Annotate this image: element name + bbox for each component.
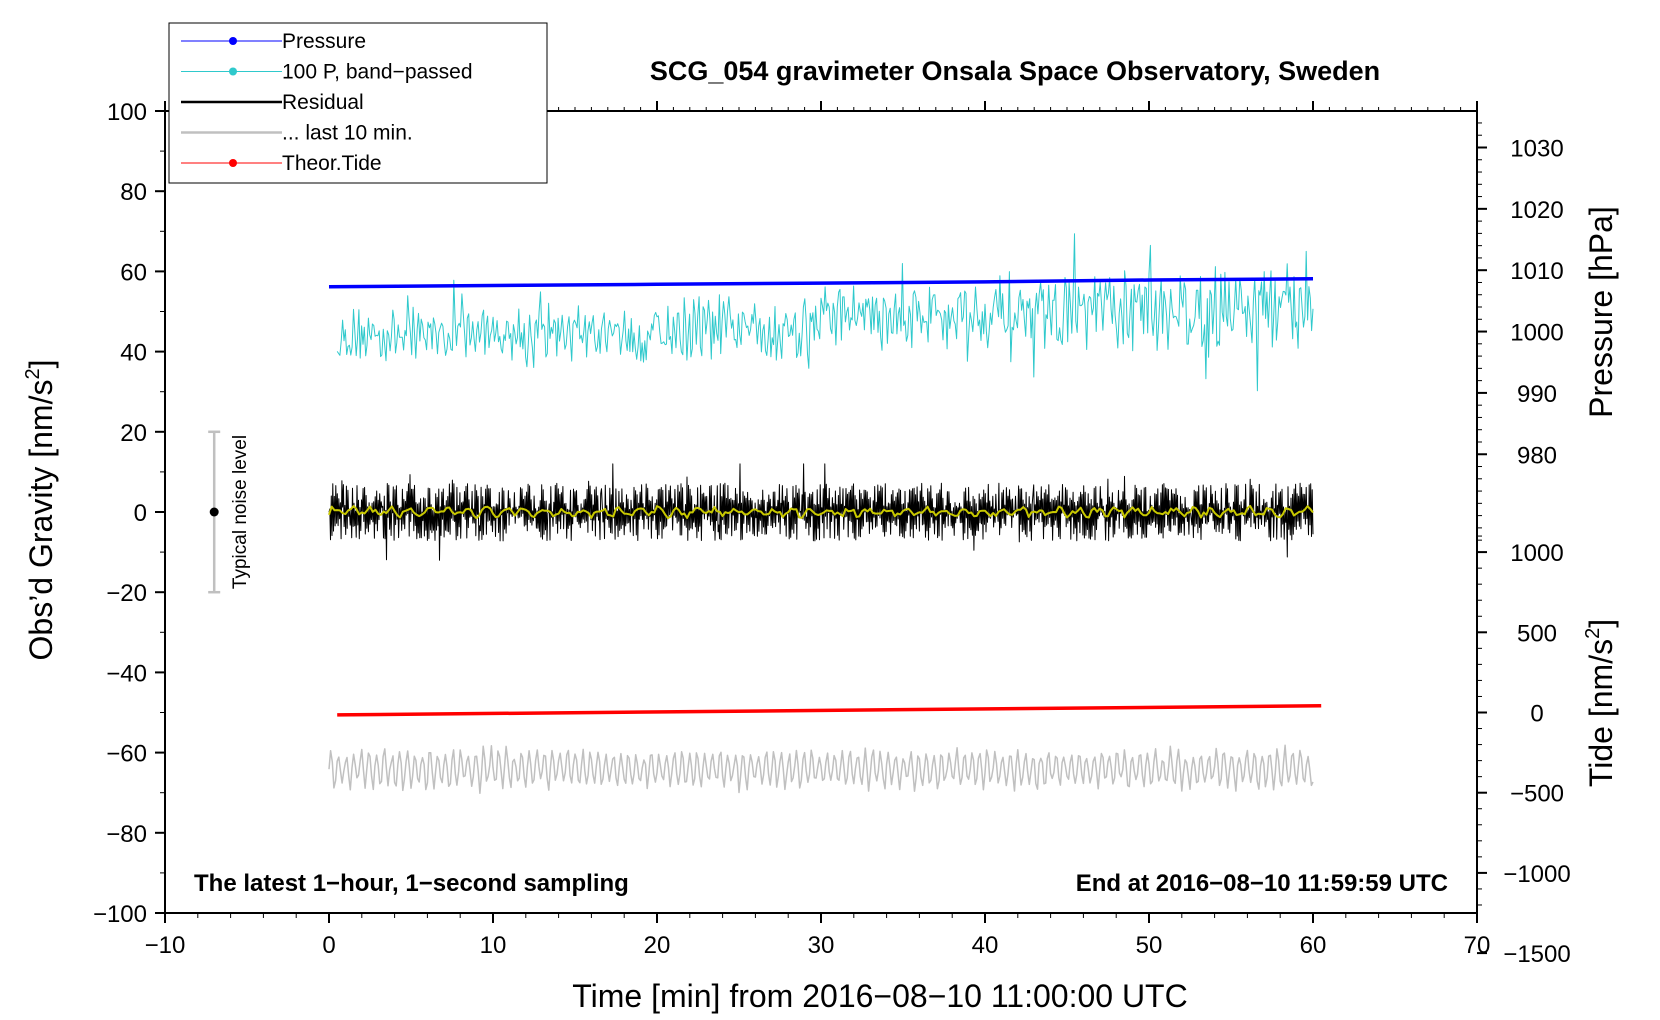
x-tick-label: 10	[480, 932, 507, 959]
legend-item: Pressure	[181, 30, 366, 53]
legend-item: Residual	[181, 91, 364, 114]
tide-tick-label: −1000	[1503, 861, 1570, 888]
y-axis-title-tide: Tide [nm/s2]	[1582, 619, 1619, 787]
y-tick-label: 40	[120, 340, 147, 367]
y-axis-title-left-sup: 2	[22, 368, 44, 379]
y-axis-title-left-text: Obs’d Gravity [nm/s	[23, 380, 59, 661]
tide-tick-label: −500	[1510, 781, 1564, 808]
series-smoothed-residual	[328, 504, 1314, 520]
plot-data-area	[328, 233, 1322, 795]
tide-tick-label: 500	[1517, 620, 1557, 647]
legend-item: ... last 10 min.	[181, 122, 413, 145]
legend-swatch-marker	[229, 37, 237, 45]
tide-tick-label: −1500	[1503, 941, 1570, 968]
noise-bar-label: Typical noise level	[230, 435, 251, 589]
x-tick-label: 60	[1300, 932, 1327, 959]
series-theor-tide	[337, 704, 1322, 717]
chart-title: SCG_054 gravimeter Onsala Space Observat…	[650, 56, 1380, 86]
legend-swatch-marker	[229, 67, 237, 76]
x-tick-label: 20	[644, 932, 671, 959]
legend-swatch-marker	[229, 159, 237, 167]
y-axis-title-tide-close: ]	[1583, 619, 1619, 628]
y-axis-title-tide-sup: 2	[1582, 628, 1604, 639]
pressure-tick-label: 1030	[1510, 135, 1563, 162]
pressure-tick-label: 1000	[1510, 320, 1563, 347]
x-axis-title: Time [min] from 2016−08−10 11:00:00 UTC	[572, 978, 1187, 1014]
pressure-tick-label: 1010	[1510, 258, 1563, 285]
x-tick-label: 50	[1136, 932, 1163, 959]
tide-tick-label: 1000	[1510, 540, 1563, 567]
annotation-right: End at 2016−08−10 11:59:59 UTC	[1076, 870, 1448, 897]
legend-label: Theor.Tide	[282, 152, 382, 175]
tide-tick-label: 0	[1530, 701, 1543, 728]
y-axis-title-left-close: ]	[23, 360, 59, 369]
legend-label: Residual	[282, 91, 364, 114]
series-pressure	[328, 277, 1314, 289]
x-tick-label: 70	[1464, 932, 1491, 959]
y-tick-label: 20	[120, 420, 147, 447]
legend-item: 100 P, band−passed	[181, 61, 473, 84]
axis-ticks: −10 0 10 20 30 40 50 60 70100806040200−20−40−60−…	[93, 99, 1571, 968]
annotation-left: The latest 1−hour, 1−second sampling	[194, 870, 629, 897]
legend-label: Pressure	[282, 30, 366, 53]
series-last-10-min	[328, 744, 1314, 795]
y-tick-label: −80	[106, 821, 147, 848]
y-axis-title-pressure: Pressure [hPa]	[1583, 206, 1619, 418]
legend: Pressure 100 P, band−passed Residual ... la…	[168, 22, 548, 184]
y-tick-label: −100	[93, 901, 147, 928]
legend-label: ... last 10 min.	[282, 122, 413, 145]
y-axis-title-tide-text: Tide [nm/s	[1583, 639, 1619, 787]
series-bandpassed-pressure	[336, 233, 1314, 392]
pressure-tick-label: 980	[1517, 442, 1557, 469]
y-tick-label: −20	[106, 580, 147, 607]
y-tick-label: 0	[134, 500, 147, 527]
x-tick-label: 30	[808, 932, 835, 959]
legend-label: 100 P, band−passed	[282, 61, 473, 84]
noise-bar-marker	[209, 507, 219, 517]
y-tick-label: 60	[120, 259, 147, 286]
x-tick-label: 40	[972, 932, 999, 959]
y-tick-label: −40	[106, 660, 147, 687]
pressure-tick-label: 990	[1517, 381, 1557, 408]
legend-item: Theor.Tide	[181, 152, 382, 175]
y-tick-label: −60	[106, 741, 147, 768]
noise-level-bar: Typical noise level	[208, 430, 251, 594]
y-tick-label: 80	[120, 179, 147, 206]
pressure-tick-label: 1020	[1510, 197, 1563, 224]
y-tick-label: 100	[107, 99, 147, 126]
x-tick-label: −10	[145, 932, 186, 959]
y-axis-title-left: Obs’d Gravity [nm/s2]	[22, 360, 59, 661]
x-tick-label: 0	[322, 932, 335, 959]
